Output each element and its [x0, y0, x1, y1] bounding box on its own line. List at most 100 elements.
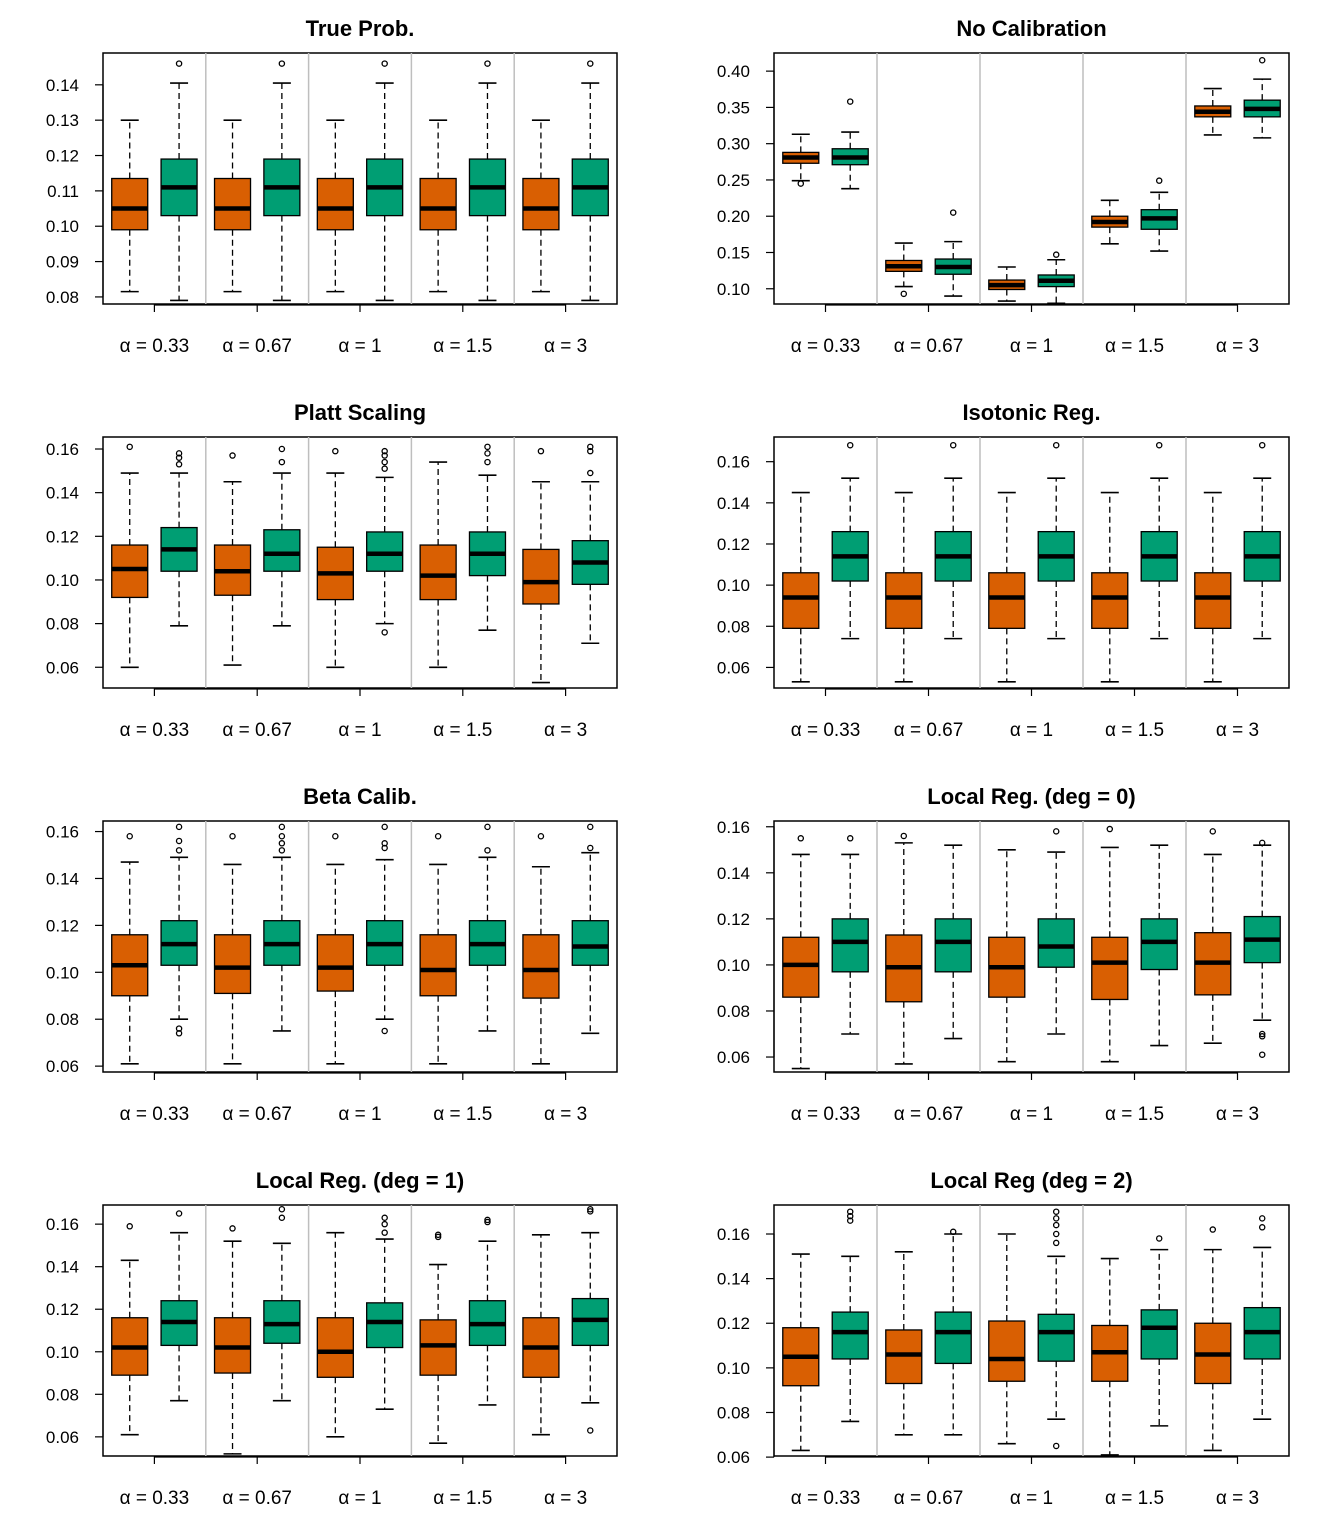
box-orange: [522, 447, 560, 684]
iqr-box: [316, 177, 354, 231]
iqr-box: [1140, 918, 1178, 971]
x-category-label: α = 1: [1010, 1104, 1053, 1125]
box-green: [1243, 839, 1281, 1058]
panel-6: Local Reg. (deg = 0) 0.06 0.08 0.10 0.12 0.14…: [717, 784, 1290, 1125]
outlier-point: [229, 1225, 236, 1232]
box-green: [1140, 177, 1178, 252]
iqr-box: [263, 529, 301, 572]
y-tick-label: 0.08: [46, 288, 79, 307]
outlier-point: [381, 1027, 388, 1035]
iqr-box: [1091, 572, 1129, 629]
box-green: [934, 441, 972, 640]
outlier-point: [1052, 1208, 1060, 1215]
outlier-point: [797, 180, 805, 187]
outlier-point: [846, 1208, 854, 1215]
iqr-box: [1140, 1309, 1178, 1360]
outlier-point: [1052, 1239, 1060, 1247]
box-orange: [419, 1231, 457, 1445]
box-green: [831, 1208, 869, 1423]
y-tick-label: 0.06: [717, 1048, 750, 1067]
x-category-label: α = 0.67: [222, 1488, 292, 1509]
box-green: [468, 1216, 507, 1406]
outlier-point: [949, 1228, 957, 1236]
panel-8: Local Reg (deg = 2) 0.06 0.08 0.10 0.12 0.14 0…: [717, 1168, 1290, 1509]
box-orange: [419, 461, 457, 669]
box-orange: [988, 266, 1026, 302]
outlier-point: [1258, 1030, 1266, 1038]
box-green: [468, 60, 507, 302]
outlier-point: [278, 823, 286, 831]
x-category-label: α = 3: [544, 1104, 587, 1125]
outlier-point: [126, 832, 133, 840]
y-tick-label: 0.16: [717, 453, 750, 472]
y-tick-label: 0.10: [46, 1343, 79, 1362]
x-category-label: α = 0.67: [894, 1104, 964, 1125]
iqr-box: [831, 1311, 869, 1360]
x-category-label: α = 1.5: [1105, 1488, 1164, 1509]
outlier-point: [846, 1217, 854, 1224]
y-tick-label: 0.16: [717, 1225, 750, 1244]
box-green: [160, 823, 198, 1037]
y-tick-label: 0.30: [717, 135, 750, 154]
iqr-box: [111, 177, 149, 231]
x-category-label: α = 1: [338, 336, 381, 357]
y-tick-label: 0.10: [46, 571, 79, 590]
box-orange: [316, 447, 354, 669]
box-orange: [419, 119, 457, 293]
y-tick-label: 0.14: [717, 1270, 750, 1289]
box-orange: [522, 119, 560, 293]
panel-title: Local Reg. (deg = 1): [256, 1168, 464, 1193]
outlier-point: [434, 1233, 442, 1241]
outlier-point: [587, 469, 594, 477]
outlier-point: [1258, 1224, 1266, 1231]
box-green: [1140, 1235, 1178, 1427]
outlier-point: [175, 461, 183, 468]
x-category-label: α = 1.5: [1105, 1104, 1164, 1125]
box-green: [831, 441, 869, 640]
plot-frame: [773, 52, 1290, 305]
box-green: [571, 60, 609, 302]
y-tick-label: 0.10: [717, 956, 750, 975]
iqr-box: [831, 918, 869, 973]
outlier-point: [1155, 1235, 1163, 1242]
outlier-point: [278, 847, 286, 854]
outlier-point: [175, 60, 183, 67]
box-green: [1037, 1208, 1075, 1450]
outlier-point: [900, 832, 908, 840]
outlier-point: [278, 832, 286, 840]
outlier-point: [126, 1223, 133, 1230]
panel-title: Platt Scaling: [294, 400, 426, 425]
panel-5: Beta Calib. 0.06 0.08 0.10 0.12 0.14 0.16 α = 0…: [46, 784, 618, 1125]
outlier-point: [1258, 839, 1266, 847]
y-tick-label: 0.06: [46, 658, 79, 677]
box-green: [1037, 251, 1075, 305]
iqr-box: [571, 920, 609, 966]
outlier-point: [381, 465, 388, 472]
panel-title: Local Reg (deg = 2): [930, 1168, 1132, 1193]
box-orange: [1194, 491, 1232, 683]
x-category-label: α = 1.5: [433, 1488, 492, 1509]
box-green: [1243, 57, 1281, 139]
outlier-point: [175, 454, 183, 461]
y-tick-label: 0.14: [46, 76, 79, 95]
y-tick-label: 0.20: [717, 207, 750, 226]
outlier-point: [587, 60, 594, 67]
x-category-label: α = 0.67: [222, 336, 292, 357]
panel-title: Beta Calib.: [303, 784, 417, 809]
iqr-box: [1091, 936, 1129, 1001]
y-tick-label: 0.14: [46, 484, 79, 503]
panel-title: True Prob.: [306, 16, 415, 41]
outlier-point: [175, 823, 183, 831]
box-green: [263, 1206, 301, 1402]
y-tick-label: 0.12: [717, 535, 750, 554]
y-tick-label: 0.08: [717, 1403, 750, 1422]
box-green: [366, 1214, 404, 1411]
panel-title: Isotonic Reg.: [962, 400, 1100, 425]
outlier-point: [434, 1231, 442, 1239]
box-green: [160, 1210, 198, 1402]
iqr-box: [988, 1320, 1026, 1382]
iqr-box: [522, 177, 560, 231]
iqr-box: [366, 1302, 404, 1349]
x-category-label: α = 1.5: [433, 720, 492, 741]
